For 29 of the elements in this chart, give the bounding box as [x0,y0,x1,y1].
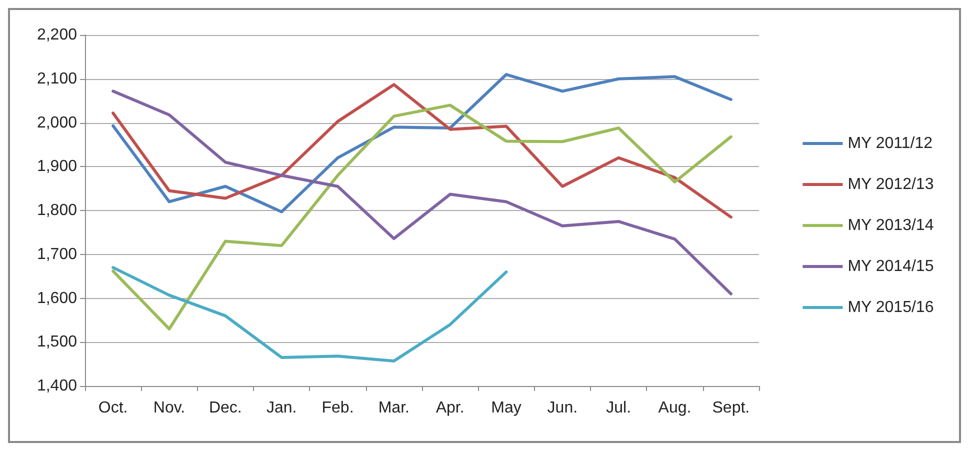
legend-label: MY 2013/14 [848,217,934,234]
x-tick-label: Jun. [547,400,578,416]
x-tick-label: Jan. [266,400,297,416]
x-tick-label: Aug. [658,400,692,416]
x-tick-label: Jul. [606,400,632,416]
x-tick-label: Mar. [378,400,410,416]
x-tick-label: Dec. [208,400,242,416]
y-tick-label: 2,000 [36,114,78,132]
legend-label: MY 2011/12 [848,135,933,152]
legend-label: MY 2015/16 [848,299,934,316]
x-tick-label: Oct. [98,400,128,416]
x-tick-label: Sept. [712,400,750,416]
legend-label: MY 2012/13 [848,176,934,193]
line-series [112,104,732,330]
line-series [112,90,732,296]
x-tick-label: Nov. [153,400,186,416]
line-series [112,266,508,362]
y-tick-label: 1,500 [36,334,78,351]
y-tick-label: 1,800 [36,202,78,219]
y-tick-label: 2,100 [36,70,78,88]
x-tick-label: May [491,400,522,416]
y-tick-label: 2,200 [36,26,78,44]
y-tick-label: 1,900 [36,158,78,176]
y-tick-label: 1,700 [36,246,78,263]
legend-label: MY 2014/15 [848,258,934,275]
x-tick-label: Apr. [436,400,464,416]
x-tick-label: Feb. [322,400,354,416]
y-tick-label: 1,600 [36,290,78,307]
y-tick-label: 1,400 [36,378,78,394]
